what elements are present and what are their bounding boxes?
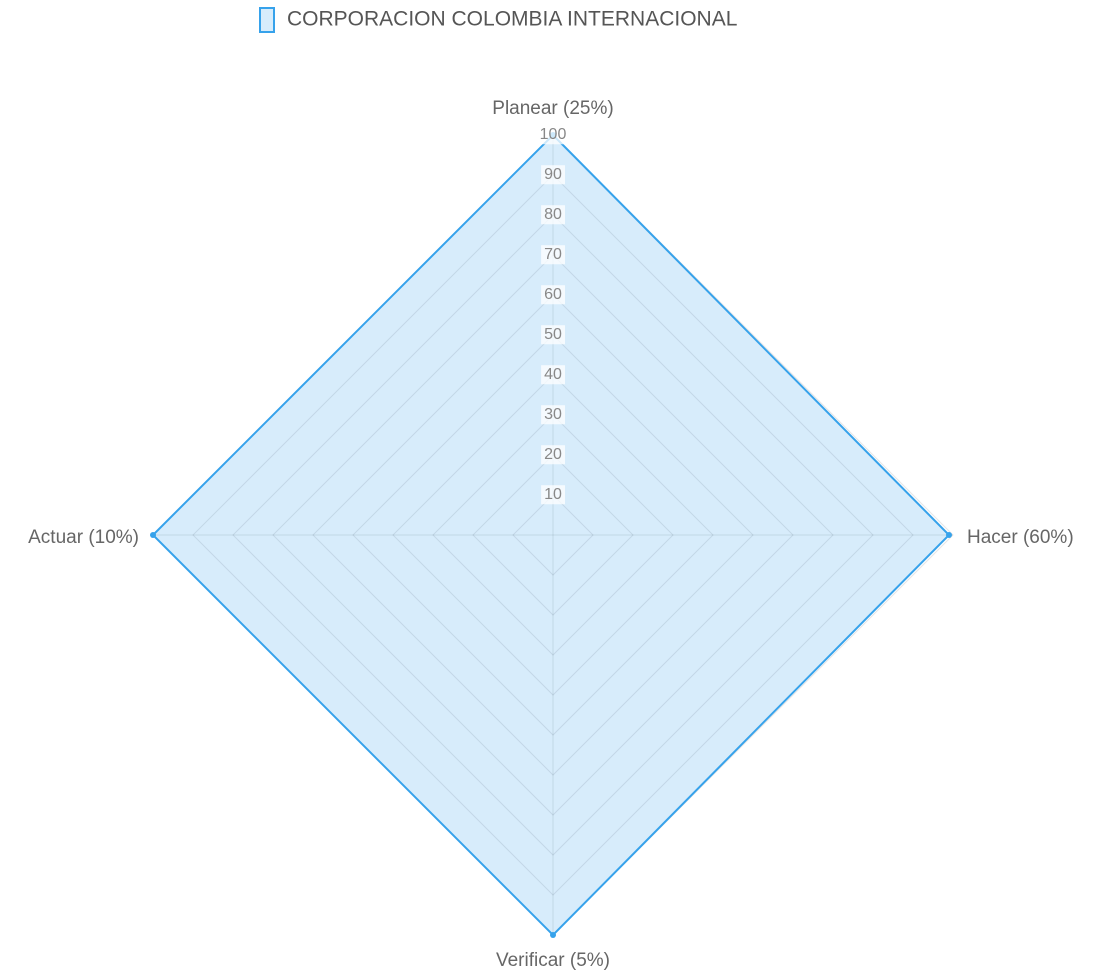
legend-swatch [259,7,275,33]
grid-ring [472,454,634,616]
r-tick-background [541,405,565,425]
r-tick-background [541,205,565,225]
r-tick-background [541,165,565,185]
legend-label: CORPORACION COLOMBIA INTERNACIONAL [287,8,737,31]
r-tick-background [541,285,565,305]
r-tick-background [541,365,565,385]
r-tick-label: 40 [544,366,562,383]
grid-ring [312,294,794,776]
axis-label: Hacer (60%) [967,527,1074,548]
grid-ring [192,174,914,896]
axis-label: Planear (25%) [492,98,613,119]
axis-label: Actuar (10%) [28,527,139,548]
r-tick-label: 10 [544,486,562,503]
axis-label: Verificar (5%) [496,950,610,971]
r-tick-label: 30 [544,406,562,423]
grid-ring [272,254,834,816]
r-tick-label: 90 [544,166,562,183]
r-tick-label: 100 [540,126,567,143]
r-tick-label: 80 [544,206,562,223]
r-tick-background [541,445,565,465]
r-tick-background [541,245,565,265]
r-tick-background [536,125,570,145]
radar-point [550,932,556,938]
r-tick-background [541,485,565,505]
legend: CORPORACION COLOMBIA INTERNACIONAL [259,7,737,33]
grid-ring [352,334,754,736]
r-tick-label: 50 [544,326,562,343]
r-tick-background [541,325,565,345]
grid-ring [232,214,874,856]
grid-ring [512,494,594,576]
grid-ring [392,374,714,696]
r-tick-label: 20 [544,446,562,463]
r-tick-label: 70 [544,246,562,263]
radar-point [946,532,952,538]
grid-ring [432,414,674,656]
r-tick-label: 60 [544,286,562,303]
radar-point [150,532,156,538]
